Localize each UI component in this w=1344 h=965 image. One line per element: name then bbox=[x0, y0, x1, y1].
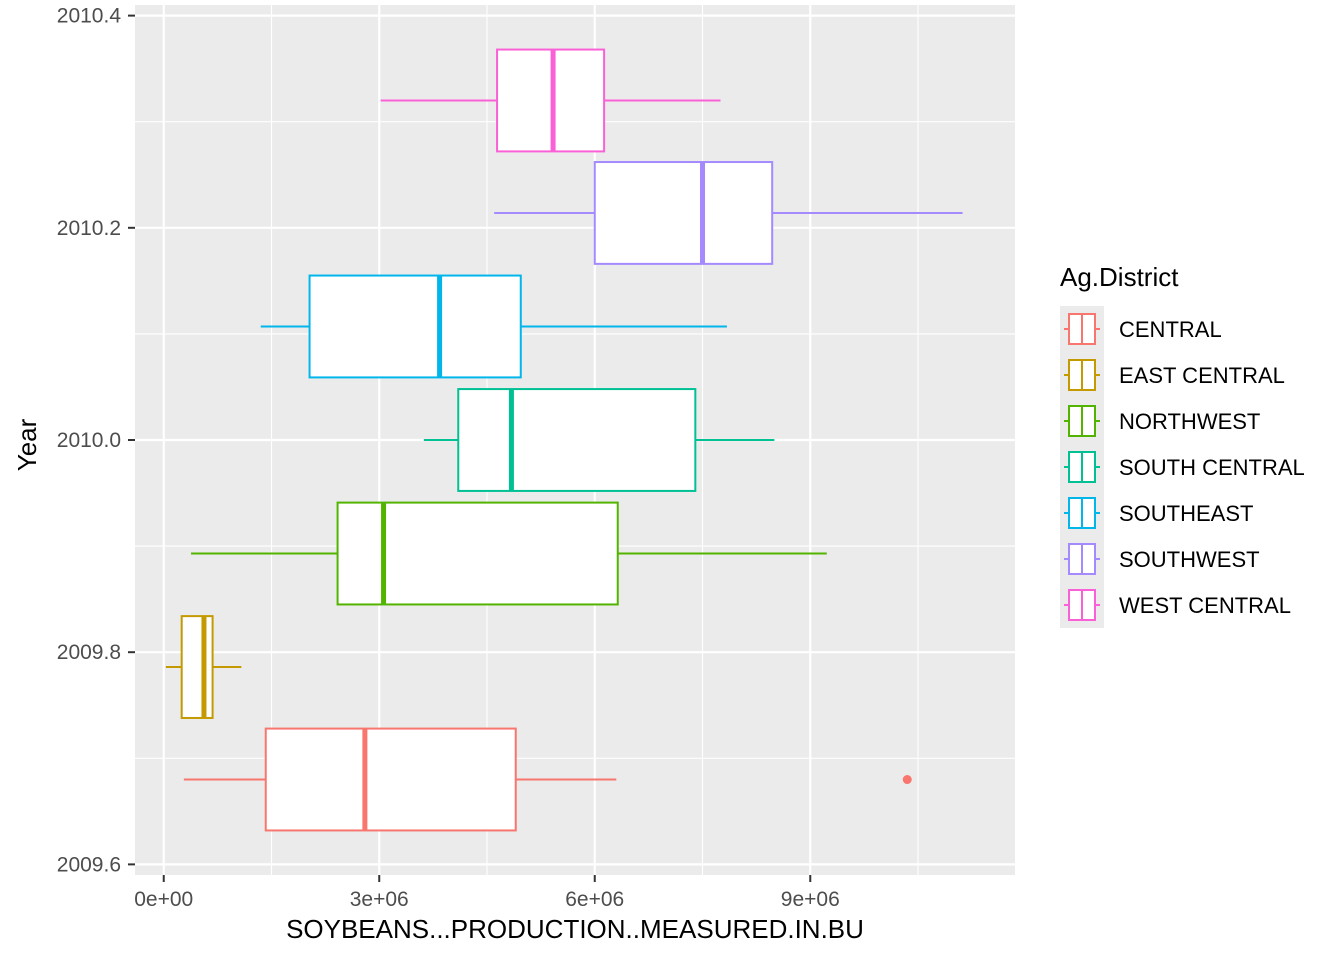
box-series bbox=[165, 615, 242, 719]
legend-label: SOUTH CENTRAL bbox=[1119, 455, 1305, 480]
box-iqr bbox=[180, 615, 214, 719]
box-series bbox=[260, 274, 727, 379]
x-tick-label: 0e+00 bbox=[134, 888, 193, 911]
box-iqr bbox=[496, 48, 606, 153]
y-axis-title: Year bbox=[12, 418, 42, 471]
x-axis-title: SOYBEANS...PRODUCTION..MEASURED.IN.BU bbox=[286, 914, 864, 944]
box-series bbox=[380, 48, 721, 153]
legend-label: SOUTHWEST bbox=[1119, 547, 1260, 572]
box-iqr bbox=[308, 274, 522, 379]
box-series-group bbox=[165, 48, 963, 832]
legend-entry: SOUTH CENTRAL bbox=[1060, 444, 1305, 490]
box-series bbox=[494, 161, 963, 265]
legend-label: CENTRAL bbox=[1119, 317, 1222, 342]
y-axis: 2009.6 2009.8 2010.0 2010.2 2010.4 bbox=[57, 5, 135, 876]
x-tick-label: 6e+06 bbox=[565, 888, 624, 911]
legend-entry: EAST CENTRAL bbox=[1060, 352, 1285, 398]
legend-entry: CENTRAL bbox=[1060, 306, 1222, 352]
y-tick-label: 2009.8 bbox=[57, 641, 121, 664]
x-tick-label: 9e+06 bbox=[781, 888, 840, 911]
box-iqr bbox=[336, 501, 619, 606]
box-iqr bbox=[264, 727, 517, 832]
legend: Ag.District CENTRAL EAST CENTRAL NORTHWEST… bbox=[1060, 262, 1305, 628]
legend-label: WEST CENTRAL bbox=[1119, 593, 1291, 618]
legend-entry: NORTHWEST bbox=[1060, 398, 1260, 444]
legend-label: SOUTHEAST bbox=[1119, 501, 1253, 526]
legend-label: NORTHWEST bbox=[1119, 409, 1260, 434]
legend-entry: WEST CENTRAL bbox=[1060, 582, 1291, 628]
outlier-point bbox=[902, 775, 912, 785]
box-iqr bbox=[593, 161, 774, 265]
box-series bbox=[191, 501, 827, 606]
box-series bbox=[423, 388, 775, 492]
box-iqr bbox=[457, 388, 697, 492]
legend-title: Ag.District bbox=[1060, 262, 1179, 292]
box-series bbox=[183, 727, 912, 832]
legend-entry: SOUTHEAST bbox=[1060, 490, 1253, 536]
y-tick-label: 2010.0 bbox=[57, 429, 121, 452]
y-tick-label: 2010.2 bbox=[57, 217, 121, 240]
y-tick-label: 2009.6 bbox=[57, 853, 121, 876]
legend-label: EAST CENTRAL bbox=[1119, 363, 1285, 388]
x-axis: 0e+00 3e+06 6e+06 9e+06 bbox=[134, 875, 840, 911]
legend-entry: SOUTHWEST bbox=[1060, 536, 1260, 582]
y-tick-label: 2010.4 bbox=[57, 5, 122, 28]
x-tick-label: 3e+06 bbox=[350, 888, 409, 911]
